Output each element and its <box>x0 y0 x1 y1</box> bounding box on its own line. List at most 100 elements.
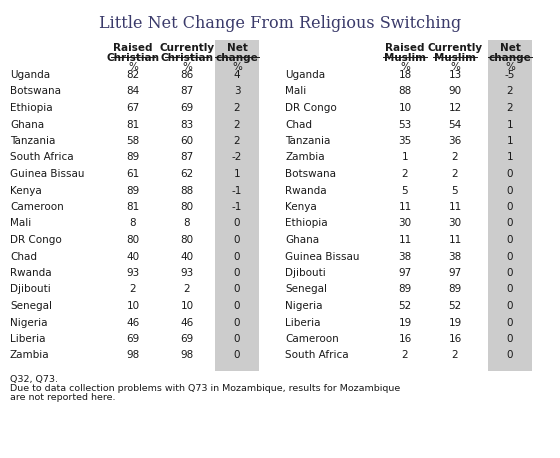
Text: 46: 46 <box>127 317 139 327</box>
Text: Muslim: Muslim <box>384 53 426 63</box>
Text: 19: 19 <box>398 317 412 327</box>
Text: Zambia: Zambia <box>10 350 50 360</box>
Text: 93: 93 <box>180 268 194 278</box>
Text: 0: 0 <box>507 268 514 278</box>
Text: Raised: Raised <box>113 43 153 53</box>
Text: 16: 16 <box>398 334 412 344</box>
Text: 88: 88 <box>398 87 412 97</box>
Text: Guinea Bissau: Guinea Bissau <box>285 251 360 262</box>
Text: Chad: Chad <box>285 120 312 130</box>
Text: 98: 98 <box>127 350 139 360</box>
Text: 10: 10 <box>127 301 139 311</box>
Text: 0: 0 <box>507 169 514 179</box>
Text: Currently: Currently <box>160 43 214 53</box>
Text: 0: 0 <box>234 284 240 294</box>
Text: Liberia: Liberia <box>10 334 45 344</box>
Text: 0: 0 <box>507 350 514 360</box>
Text: 11: 11 <box>398 235 412 245</box>
Text: 1: 1 <box>507 136 514 146</box>
Text: Senegal: Senegal <box>10 301 52 311</box>
Text: Cameroon: Cameroon <box>285 334 339 344</box>
Text: 0: 0 <box>507 317 514 327</box>
Text: 61: 61 <box>127 169 139 179</box>
Text: 0: 0 <box>507 202 514 212</box>
Text: 2: 2 <box>507 87 514 97</box>
Text: 69: 69 <box>180 334 194 344</box>
Text: Senegal: Senegal <box>285 284 327 294</box>
Text: 81: 81 <box>127 120 139 130</box>
Text: Q32, Q73.: Q32, Q73. <box>10 375 58 384</box>
Text: 0: 0 <box>234 235 240 245</box>
Text: 52: 52 <box>449 301 461 311</box>
Text: 5: 5 <box>402 185 408 196</box>
Text: Liberia: Liberia <box>285 317 320 327</box>
Text: 83: 83 <box>180 120 194 130</box>
Text: 35: 35 <box>398 136 412 146</box>
Text: -1: -1 <box>232 185 242 196</box>
Text: 89: 89 <box>398 284 412 294</box>
Text: 0: 0 <box>234 268 240 278</box>
Text: 90: 90 <box>449 87 461 97</box>
Text: 30: 30 <box>449 218 461 229</box>
Text: 62: 62 <box>180 169 194 179</box>
Text: Guinea Bissau: Guinea Bissau <box>10 169 85 179</box>
Bar <box>215 40 259 371</box>
Text: 69: 69 <box>127 334 139 344</box>
Text: Chad: Chad <box>10 251 37 262</box>
Text: 5: 5 <box>452 185 458 196</box>
Text: 2: 2 <box>452 153 458 163</box>
Text: Rwanda: Rwanda <box>10 268 52 278</box>
Text: 0: 0 <box>507 284 514 294</box>
Text: 89: 89 <box>127 153 139 163</box>
Text: Nigeria: Nigeria <box>10 317 48 327</box>
Text: 4: 4 <box>234 70 240 80</box>
Text: Mali: Mali <box>10 218 31 229</box>
Text: 38: 38 <box>398 251 412 262</box>
Text: Kenya: Kenya <box>285 202 317 212</box>
Text: 2: 2 <box>402 169 408 179</box>
Text: Djibouti: Djibouti <box>10 284 51 294</box>
Text: 88: 88 <box>180 185 194 196</box>
Text: 84: 84 <box>127 87 139 97</box>
Text: 97: 97 <box>398 268 412 278</box>
Text: 93: 93 <box>127 268 139 278</box>
Text: 0: 0 <box>234 334 240 344</box>
Text: 52: 52 <box>398 301 412 311</box>
Text: %: % <box>232 62 242 72</box>
Text: 1: 1 <box>234 169 240 179</box>
Text: -5: -5 <box>505 70 515 80</box>
Text: 87: 87 <box>180 87 194 97</box>
Text: 0: 0 <box>234 350 240 360</box>
Text: 2: 2 <box>234 136 240 146</box>
Text: 8: 8 <box>184 218 190 229</box>
Text: Tanzania: Tanzania <box>285 136 330 146</box>
Text: South Africa: South Africa <box>285 350 349 360</box>
Text: change: change <box>489 53 531 63</box>
Text: Due to data collection problems with Q73 in Mozambique, results for Mozambique: Due to data collection problems with Q73… <box>10 384 400 393</box>
Text: Djibouti: Djibouti <box>285 268 326 278</box>
Text: Little Net Change From Religious Switching: Little Net Change From Religious Switchi… <box>99 15 461 32</box>
Text: 80: 80 <box>127 235 139 245</box>
Text: 69: 69 <box>180 103 194 113</box>
Text: 98: 98 <box>180 350 194 360</box>
Text: DR Congo: DR Congo <box>285 103 337 113</box>
Text: 67: 67 <box>127 103 139 113</box>
Text: 0: 0 <box>507 334 514 344</box>
Text: are not reported here.: are not reported here. <box>10 393 115 402</box>
Text: Christian: Christian <box>161 53 213 63</box>
Text: 89: 89 <box>127 185 139 196</box>
Text: Rwanda: Rwanda <box>285 185 326 196</box>
Text: 8: 8 <box>130 218 136 229</box>
Text: 2: 2 <box>130 284 136 294</box>
Text: Muslim: Muslim <box>434 53 476 63</box>
Text: 19: 19 <box>449 317 461 327</box>
Text: Currently: Currently <box>427 43 483 53</box>
Text: 87: 87 <box>180 153 194 163</box>
Text: Botswana: Botswana <box>10 87 61 97</box>
Text: 18: 18 <box>398 70 412 80</box>
Text: 11: 11 <box>449 202 461 212</box>
Text: 97: 97 <box>449 268 461 278</box>
Text: 89: 89 <box>449 284 461 294</box>
Text: %: % <box>450 62 460 72</box>
Text: 3: 3 <box>234 87 240 97</box>
